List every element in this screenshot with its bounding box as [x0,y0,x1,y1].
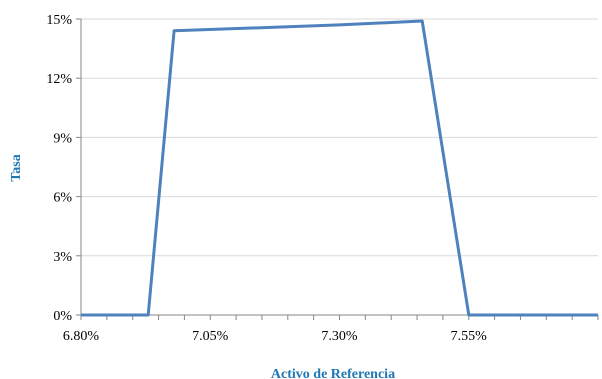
gridlines [81,18,598,257]
y-tick-label-2: 6% [53,191,72,206]
x-tick-label-3: 7.55% [451,329,488,344]
x-tick-labels: 6.80% 7.05% 7.30% 7.55% [63,329,487,344]
y-tick-labels: 0% 3% 6% 9% 12% 15% [46,13,72,324]
series-line-0 [81,19,598,317]
y-tick-label-1: 3% [53,250,72,265]
y-tick-label-0: 0% [53,309,72,324]
axes [76,18,599,320]
y-tick-label-5: 15% [46,13,72,28]
y-axis-title: Tasa [9,154,24,182]
y-tick-label-3: 9% [53,131,72,146]
y-tick-label-4: 12% [46,72,72,87]
x-tick-label-1: 7.05% [192,329,229,344]
x-tick-label-2: 7.30% [321,329,358,344]
x-tick-label-0: 6.80% [63,329,100,344]
x-axis-title: Activo de Referencia [271,367,395,379]
series-group [81,19,598,317]
